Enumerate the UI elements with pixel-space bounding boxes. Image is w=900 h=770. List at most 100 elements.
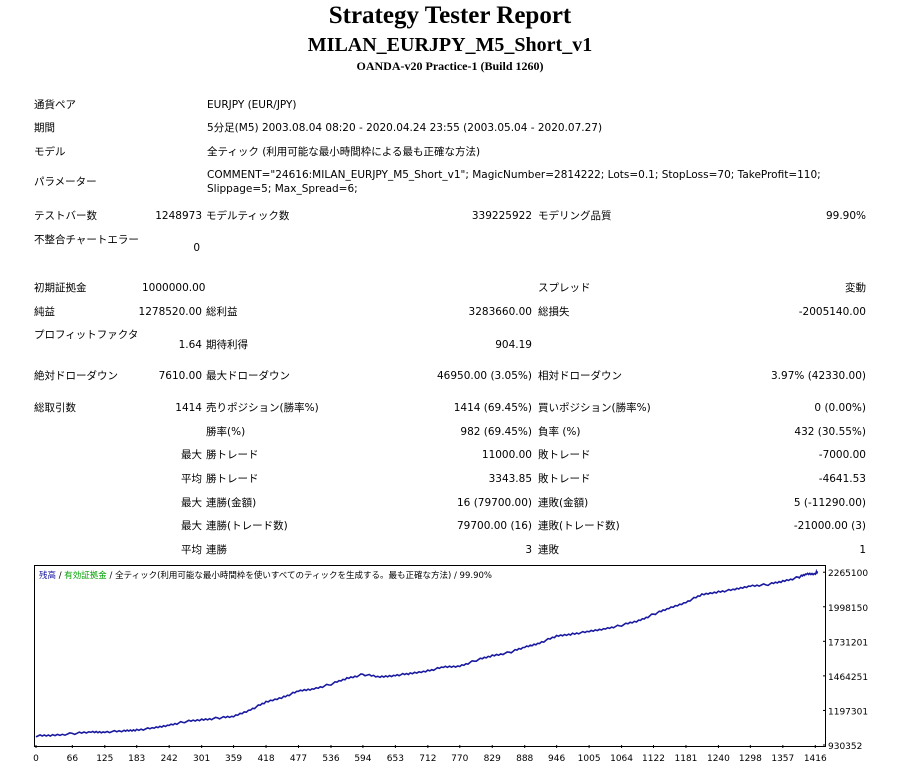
gross-loss-label: 総損失 (538, 306, 570, 318)
symbol-label: 通貨ペア (34, 99, 76, 111)
x-tick-label: 477 (290, 754, 307, 764)
y-tick-label: 930352 (828, 742, 862, 752)
x-tick-label: 1357 (771, 754, 794, 764)
abs-dd-value: 7610.00 (158, 370, 202, 382)
quality-label: モデリング品質 (538, 210, 612, 222)
model-value: 全ティック (利用可能な最小時間枠による最も正確な方法) (207, 146, 481, 158)
win-value: 982 (69.45%) (460, 426, 532, 438)
x-tick-label: 536 (322, 754, 339, 764)
avg-cl-label: 連敗 (538, 544, 559, 556)
ticks-value: 339225922 (471, 210, 532, 222)
loss-value: 432 (30.55%) (794, 426, 866, 438)
spread-label: スプレッド (538, 282, 591, 294)
x-tick-label: 1240 (707, 754, 730, 764)
mismatch-value: 0 (193, 242, 200, 254)
avg-cw-value: 3 (525, 544, 532, 556)
period-value: 5分足(M5) 2003.08.04 08:20 - 2020.04.24 23… (207, 122, 603, 134)
spread-value: 変動 (845, 282, 866, 294)
x-tick-label: 1416 (804, 754, 827, 764)
legend-quality: / 99.90% (451, 571, 492, 581)
y-tick-label: 2265100 (828, 569, 868, 579)
avg-cl-value: 1 (859, 544, 866, 556)
max-word: 最大 (181, 449, 202, 461)
trades-value: 1414 (175, 402, 202, 414)
x-tick-label: 0 (33, 754, 39, 764)
x-tick-label: 418 (257, 754, 274, 764)
mismatch-label: 不整合チャートエラー (34, 234, 139, 246)
pf-value: 1.64 (178, 339, 202, 351)
rel-dd-label: 相対ドローダウン (538, 370, 622, 382)
max-win-value: 11000.00 (481, 449, 532, 461)
legend-sep2: / (107, 571, 115, 581)
win-label: 勝率(%) (206, 426, 246, 438)
avg-loss-value: -4641.53 (818, 473, 866, 485)
bars-value: 1248973 (155, 210, 202, 222)
x-tick-label: 66 (67, 754, 79, 764)
legend-equity: 有効証拠金 (64, 570, 107, 581)
max-word-2: 最大 (181, 497, 202, 509)
max-loss-label: 敗トレード (538, 449, 591, 461)
x-tick-label: 1122 (642, 754, 665, 764)
quality-value: 99.90% (825, 210, 866, 222)
avg-win-label: 勝トレード (206, 473, 259, 485)
params-label: パラメーター (34, 176, 97, 188)
pf-label: プロフィットファクタ (34, 329, 139, 341)
x-tick-label: 1005 (578, 754, 601, 764)
max-word-3: 最大 (181, 520, 202, 532)
legend-balance: 残高 (39, 570, 56, 581)
y-tick-label: 1464251 (828, 673, 868, 683)
x-tick-label: 183 (128, 754, 145, 764)
y-tick-label: 1998150 (828, 604, 868, 614)
deposit-label: 初期証拠金 (34, 282, 87, 294)
x-tick-label: 242 (161, 754, 178, 764)
payoff-value: 904.19 (495, 339, 532, 351)
x-tick-label: 946 (548, 754, 565, 764)
x-tick-label: 712 (419, 754, 436, 764)
x-tick-label: 1298 (739, 754, 762, 764)
max-dd-value: 46950.00 (3.05%) (437, 370, 532, 382)
y-tick-label: 1731201 (828, 638, 868, 648)
deposit-value: 1000000.00 (142, 282, 206, 294)
rel-dd-value: 3.97% (42330.00) (771, 370, 866, 382)
long-label: 買いポジション(勝率%) (538, 402, 651, 414)
gross-profit-label: 総利益 (206, 306, 238, 318)
balance-chart-frame (34, 565, 826, 747)
series-line-balance (35, 568, 819, 738)
avg-win-value: 3343.85 (488, 473, 532, 485)
cw-cnt-label: 連勝(トレード数) (206, 520, 288, 532)
avg-cw-label: 連勝 (206, 544, 227, 556)
avg-word-2: 平均 (181, 544, 202, 556)
params-value: COMMENT="24616:MILAN_EURJPY_M5_Short_v1"… (207, 169, 821, 195)
avg-word: 平均 (181, 473, 202, 485)
cl-cnt-label: 連敗(トレード数) (538, 520, 620, 532)
legend-model: 全ティック(利用可能な最小時間枠を使いすべてのティックを生成する。最も正確な方法… (115, 570, 451, 581)
x-tick-label: 301 (193, 754, 210, 764)
bars-label: テストバー数 (34, 210, 97, 222)
loss-label: 負率 (%) (538, 426, 581, 438)
max-loss-value: -7000.00 (818, 449, 866, 461)
report-title: Strategy Tester Report (328, 2, 572, 29)
cw-amt-value: 16 (79700.00) (457, 497, 532, 509)
max-win-label: 勝トレード (206, 449, 259, 461)
cl-amt-value: 5 (-11290.00) (793, 497, 866, 509)
trades-label: 総取引数 (34, 402, 76, 414)
x-tick-label: 653 (387, 754, 404, 764)
cl-cnt-value: -21000.00 (3) (793, 520, 866, 532)
x-tick-label: 770 (451, 754, 468, 764)
period-label: 期間 (34, 122, 55, 134)
x-tick-label: 829 (484, 754, 501, 764)
cw-cnt-value: 79700.00 (16) (457, 520, 532, 532)
x-tick-label: 359 (225, 754, 242, 764)
max-dd-label: 最大ドローダウン (206, 370, 290, 382)
payoff-label: 期待利得 (206, 339, 248, 351)
x-tick-label: 125 (96, 754, 113, 764)
long-value: 0 (0.00%) (814, 402, 866, 414)
y-tick-label: 1197301 (828, 707, 868, 717)
cw-amt-label: 連勝(金額) (206, 497, 257, 509)
x-tick-label: 1181 (675, 754, 698, 764)
gross-profit-value: 3283660.00 (468, 306, 532, 318)
server-build: OANDA-v20 Practice-1 (Build 1260) (356, 59, 544, 73)
ea-name: MILAN_EURJPY_M5_Short_v1 (307, 34, 593, 56)
cl-amt-label: 連敗(金額) (538, 497, 589, 509)
